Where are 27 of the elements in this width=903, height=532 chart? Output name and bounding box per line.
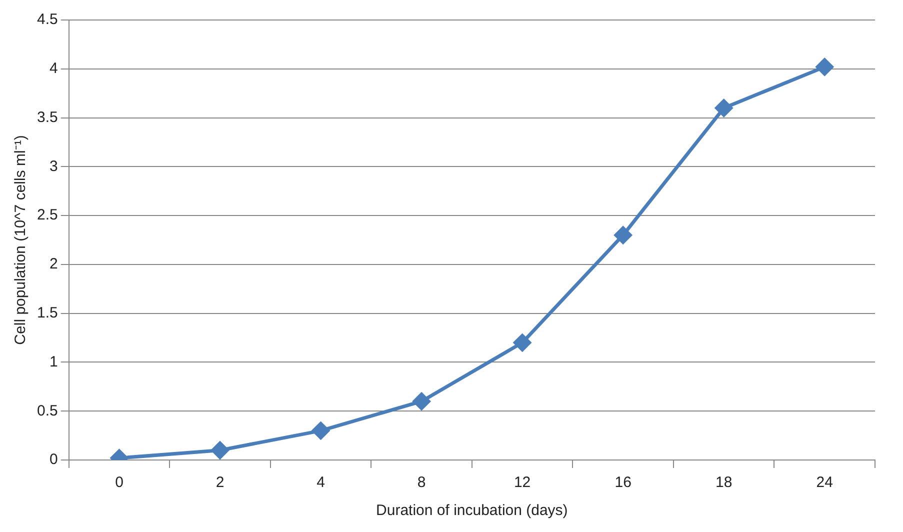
y-tick-label: 3 — [50, 158, 58, 175]
x-tick-label: 12 — [514, 474, 531, 492]
y-tick-label: 4 — [50, 60, 58, 78]
y-tick-label: 1.5 — [36, 304, 58, 322]
y-tick-label: 3.5 — [36, 108, 58, 126]
x-tick-label: 4 — [316, 474, 325, 492]
x-tick-label: 18 — [716, 474, 732, 492]
x-tick-label: 8 — [417, 474, 426, 492]
x-axis-title: Duration of incubation (days) — [376, 502, 568, 520]
x-tick-label: 0 — [115, 474, 124, 492]
y-tick-label: 2 — [50, 256, 58, 273]
x-tick-label: 24 — [816, 474, 833, 492]
y-tick-label: 1 — [50, 353, 58, 370]
y-tick-label: 4.5 — [36, 11, 58, 28]
y-tick-label: 0 — [50, 451, 58, 468]
point — [412, 392, 430, 410]
y-tick-label: 2.5 — [36, 206, 58, 224]
point — [211, 441, 229, 459]
point — [614, 226, 632, 244]
point — [816, 58, 834, 76]
point — [312, 422, 330, 440]
point — [715, 99, 733, 117]
x-tick-label: 16 — [614, 474, 632, 492]
y-tick-label: 0.5 — [36, 402, 58, 420]
y-axis-title: Cell population (10^7 cells ml⁻¹) — [12, 135, 30, 345]
point — [514, 334, 532, 352]
x-tick-label: 2 — [216, 474, 224, 492]
